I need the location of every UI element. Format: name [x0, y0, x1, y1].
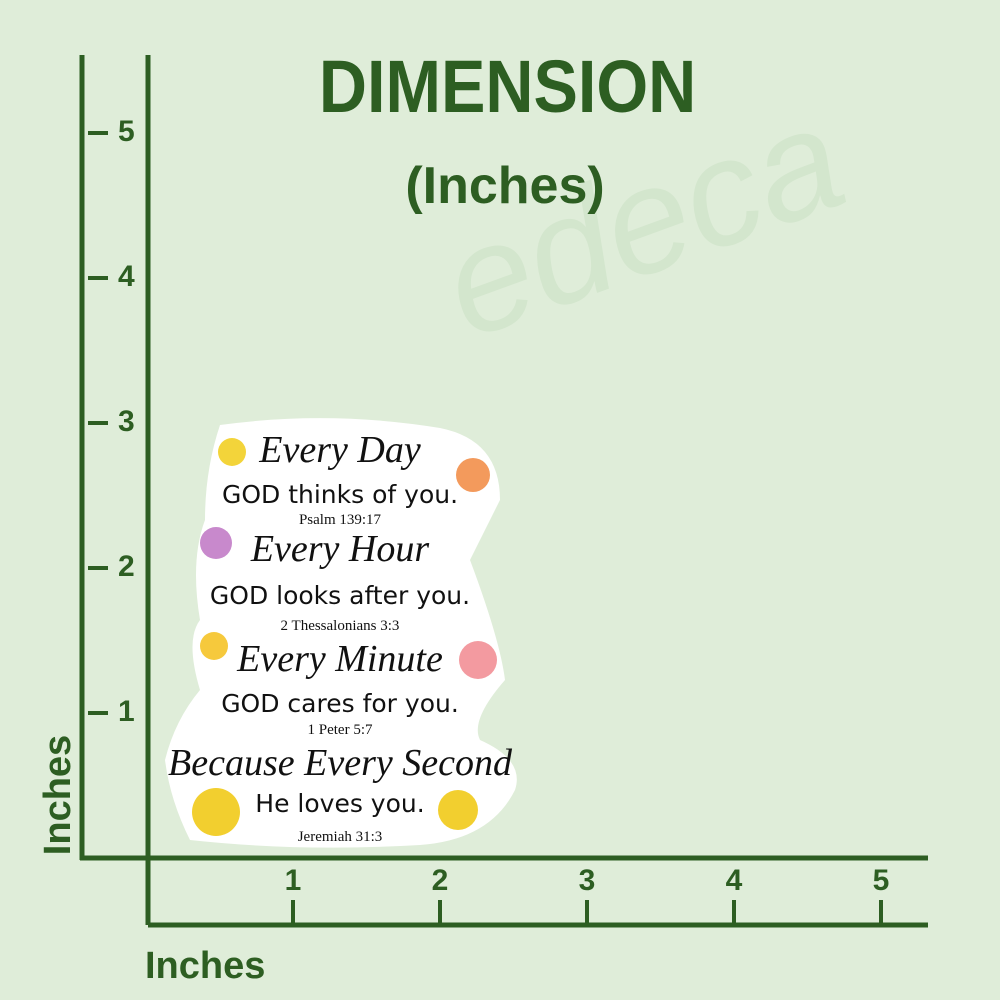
- sticker-line: Psalm 139:17: [299, 512, 382, 528]
- x-tick-label: 1: [285, 864, 302, 897]
- flower: [200, 527, 232, 559]
- sticker-line: 2 Thessalonians 3:3: [281, 618, 400, 634]
- y-axis-label: Inches: [37, 735, 79, 855]
- sticker-line: Every Hour: [250, 528, 430, 570]
- y-tick-label: 1: [118, 695, 135, 728]
- sticker-shape: [165, 418, 517, 848]
- title: DIMENSION: [319, 45, 696, 128]
- flower: [438, 790, 478, 830]
- sticker-line: 1 Peter 5:7: [308, 722, 373, 738]
- x-tick-label: 3: [579, 864, 596, 897]
- sticker-line: Every Minute: [236, 638, 443, 680]
- y-tick-label: 3: [118, 405, 135, 438]
- sticker-line: Because Every Second: [168, 742, 513, 784]
- flower: [200, 632, 228, 660]
- sticker-line: GOD thinks of you.: [222, 480, 458, 509]
- subtitle: (Inches): [405, 157, 604, 215]
- flower: [459, 641, 497, 679]
- y-tick-label: 4: [118, 260, 135, 293]
- x-tick-label: 4: [726, 864, 743, 897]
- x-axis-label: Inches: [145, 945, 265, 987]
- flower: [456, 458, 490, 492]
- y-tick-label: 2: [118, 550, 135, 583]
- sticker-line: GOD looks after you.: [210, 581, 470, 610]
- rulers: [79, 55, 928, 928]
- sticker-line: Every Day: [258, 429, 421, 471]
- sticker-line: GOD cares for you.: [221, 689, 459, 718]
- y-tick-label: 5: [118, 115, 135, 148]
- x-tick-label: 5: [873, 864, 890, 897]
- flower: [218, 438, 246, 466]
- flower: [192, 788, 240, 836]
- sticker-line: Jeremiah 31:3: [298, 829, 383, 845]
- sticker-line: He loves you.: [255, 789, 424, 818]
- x-tick-label: 2: [432, 864, 449, 897]
